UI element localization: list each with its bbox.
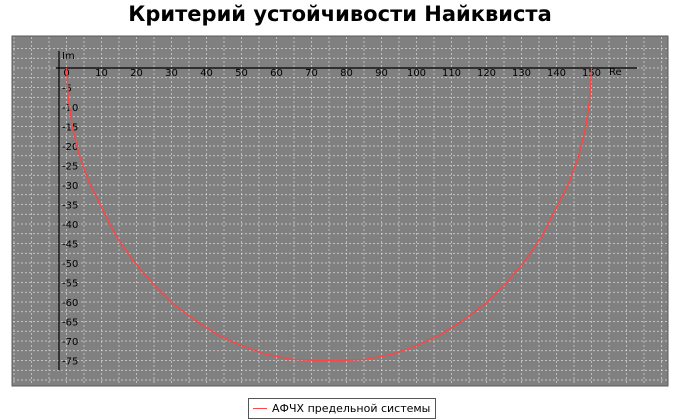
series-layer — [65, 67, 593, 362]
y-tick-label: -55 — [62, 279, 78, 290]
y-tick-label: -20 — [62, 142, 78, 153]
y-tick-label: -50 — [62, 259, 78, 270]
y-axis-title: Im — [62, 51, 75, 62]
y-tick-label: -65 — [62, 318, 78, 329]
x-tick-label: 100 — [407, 68, 426, 79]
legend-swatch — [253, 408, 267, 409]
y-tick-label: -15 — [62, 123, 78, 134]
chart-title: Критерий устойчивости Найквиста — [128, 2, 552, 26]
legend: АФЧХ предельной системы — [248, 398, 437, 419]
plot-area — [11, 35, 669, 387]
x-tick-label: 130 — [512, 68, 531, 79]
y-tick-label: -60 — [62, 298, 78, 309]
y-tick-label: -25 — [62, 162, 78, 173]
y-tick-label: -75 — [62, 357, 78, 368]
x-tick-label: 60 — [270, 68, 283, 79]
x-tick-label: 70 — [305, 68, 318, 79]
y-tick-label: -40 — [62, 220, 78, 231]
x-tick-label: 30 — [165, 68, 178, 79]
y-tick-label: -45 — [62, 240, 78, 251]
x-axis-title: Re — [609, 67, 622, 78]
y-tick-label: -30 — [62, 181, 78, 192]
x-tick-label: 140 — [547, 68, 566, 79]
x-tick-label: 50 — [235, 68, 248, 79]
x-tick-label: 10 — [95, 68, 108, 79]
x-tick-label: 90 — [375, 68, 388, 79]
y-tick-label: -35 — [62, 201, 78, 212]
x-tick-label: 20 — [130, 68, 143, 79]
x-tick-label: 120 — [477, 68, 496, 79]
x-tick-label: 80 — [340, 68, 353, 79]
y-tick-label: -5 — [62, 84, 72, 95]
y-tick-label: -70 — [62, 337, 78, 348]
grid-lines — [13, 37, 667, 385]
x-tick-label: 110 — [442, 68, 461, 79]
x-tick-label: 40 — [200, 68, 213, 79]
legend-label: АФЧХ предельной системы — [272, 402, 431, 415]
axes — [56, 51, 637, 370]
series-line — [65, 67, 593, 362]
